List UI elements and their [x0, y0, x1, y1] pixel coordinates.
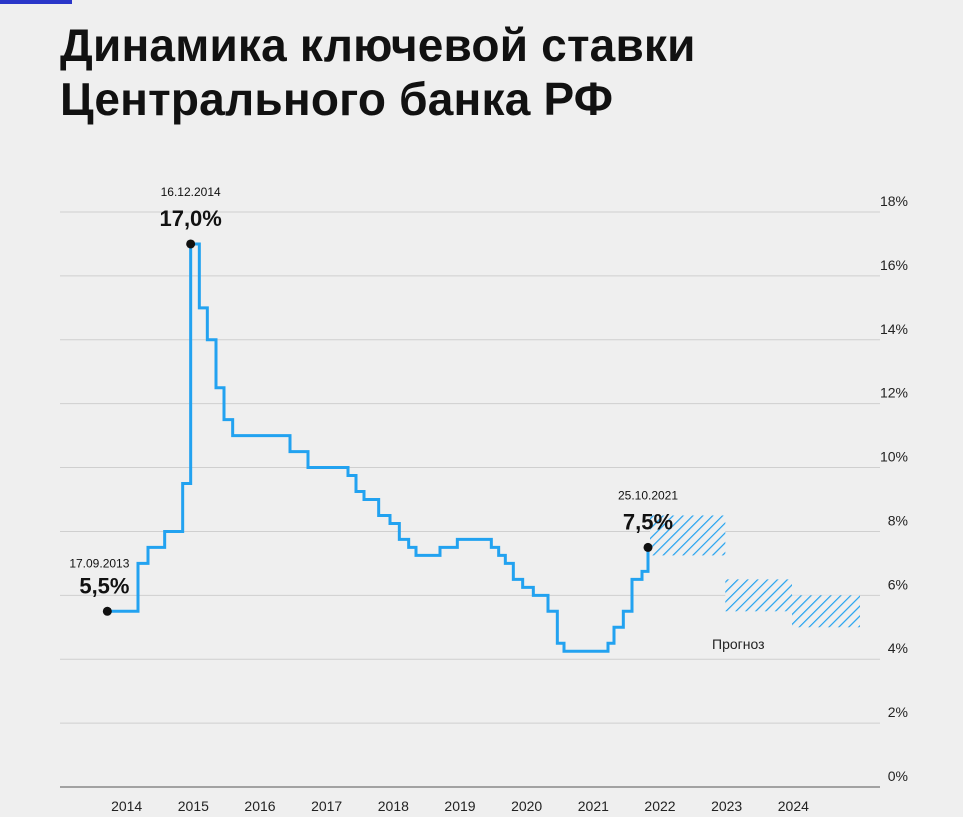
forecast-band [792, 595, 860, 628]
x-tick-label: 2023 [711, 798, 742, 814]
y-tick-label: 0% [888, 768, 908, 784]
annotation-dot [643, 542, 653, 552]
x-tick-label: 2015 [178, 798, 209, 814]
forecast-band [650, 515, 726, 556]
rate-step-line [107, 242, 650, 653]
annotation-date: 16.12.2014 [161, 185, 221, 199]
annotation-value: 17,0% [159, 206, 221, 231]
x-tick-label: 2016 [244, 798, 275, 814]
annotation-date: 17.09.2013 [69, 556, 129, 570]
forecast-label: Прогноз [712, 636, 765, 652]
annotation-dot [186, 239, 196, 249]
top-accent-bar [0, 0, 72, 4]
annotation-value: 5,5% [79, 573, 129, 598]
y-tick-label: 4% [888, 640, 908, 656]
x-tick-label: 2018 [378, 798, 409, 814]
x-tick-label: 2024 [778, 798, 809, 814]
chart-title: Динамика ключевой ставки Центрального ба… [60, 19, 696, 125]
x-tick-label: 2019 [444, 798, 475, 814]
y-tick-label: 14% [880, 321, 908, 337]
y-tick-label: 10% [880, 449, 908, 465]
y-tick-label: 16% [880, 257, 908, 273]
x-tick-label: 2014 [111, 798, 142, 814]
y-tick-label: 12% [880, 385, 908, 401]
x-tick-label: 2021 [578, 798, 609, 814]
y-tick-label: 6% [888, 576, 908, 592]
annotation-date: 25.10.2021 [618, 488, 678, 502]
forecast-band [725, 579, 792, 612]
annotation-value: 7,5% [623, 509, 673, 534]
x-tick-label: 2020 [511, 798, 542, 814]
y-tick-label: 2% [888, 704, 908, 720]
x-tick-label: 2017 [311, 798, 342, 814]
annotation-dot [102, 606, 112, 616]
y-tick-label: 18% [880, 193, 908, 209]
x-tick-label: 2022 [644, 798, 675, 814]
y-tick-label: 8% [888, 512, 908, 528]
